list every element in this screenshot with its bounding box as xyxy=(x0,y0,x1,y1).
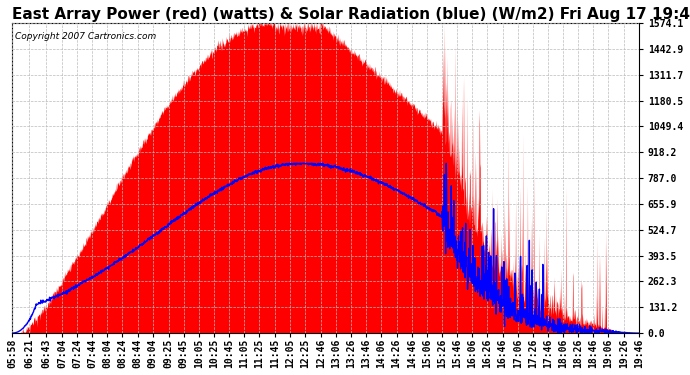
Text: Copyright 2007 Cartronics.com: Copyright 2007 Cartronics.com xyxy=(15,32,157,41)
Text: East Array Power (red) (watts) & Solar Radiation (blue) (W/m2) Fri Aug 17 19:47: East Array Power (red) (watts) & Solar R… xyxy=(12,7,690,22)
